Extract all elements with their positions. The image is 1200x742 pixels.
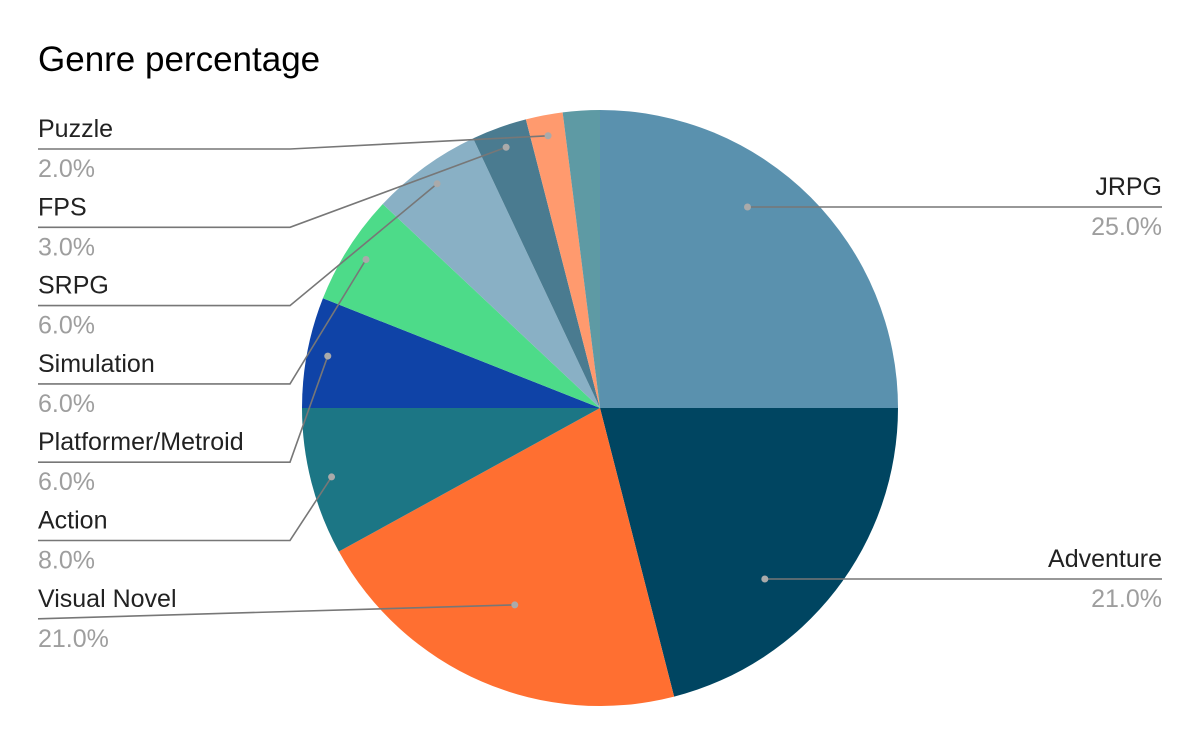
leader-dot-fps — [502, 143, 510, 151]
slice-label-simulation: Simulation — [38, 350, 155, 378]
leader-line-visual-novel — [37, 604, 515, 620]
slice-value-jrpg: 25.0% — [1091, 213, 1162, 241]
pie-slice-platformer-metroid — [302, 298, 600, 408]
leader-line-puzzle — [38, 134, 549, 150]
leader-line-srpg — [38, 183, 438, 307]
pie-slice-visual-novel — [338, 408, 675, 707]
leader-line-platformer-metroid — [38, 355, 329, 464]
slice-value-platformer-metroid: 6.0% — [38, 468, 95, 496]
leader-dot-adventure — [761, 575, 769, 583]
slice-value-fps: 3.0% — [38, 233, 95, 261]
leader-dot-jrpg — [744, 203, 752, 211]
leader-line-action — [38, 476, 333, 542]
leader-dot-platformer-metroid — [324, 352, 332, 360]
pie-slice-jrpg — [600, 110, 898, 408]
slice-label-visual-novel: Visual Novel — [38, 585, 177, 613]
chart-title: Genre percentage — [38, 40, 321, 79]
pie-slice-simulation — [322, 204, 600, 408]
slice-value-action: 8.0% — [38, 547, 95, 575]
leader-dot-visual-novel — [511, 601, 519, 609]
leader-dot-action — [328, 473, 336, 481]
leader-line-fps — [38, 146, 507, 229]
leader-dot-srpg — [433, 180, 441, 188]
slice-label-puzzle: Puzzle — [38, 115, 113, 143]
leader-line-simulation — [38, 259, 367, 385]
slice-label-action: Action — [38, 507, 107, 535]
slice-label-jrpg: JRPG — [1095, 173, 1162, 201]
pie-slice-fps — [473, 119, 600, 409]
slice-label-fps: FPS — [38, 193, 87, 221]
slice-value-srpg: 6.0% — [38, 312, 95, 340]
slice-label-srpg: SRPG — [38, 272, 109, 300]
slice-value-simulation: 6.0% — [38, 390, 95, 418]
slice-label-adventure: Adventure — [1048, 545, 1162, 573]
slice-value-visual-novel: 21.0% — [38, 625, 109, 653]
pie-slice-unlabeled — [562, 110, 600, 408]
pie-slice-action — [302, 408, 600, 552]
pie-slice-adventure — [600, 408, 898, 697]
leader-dot-puzzle — [544, 132, 552, 140]
slice-label-platformer-metroid: Platformer/Metroid — [38, 428, 244, 456]
pie-slice-srpg — [382, 138, 600, 409]
slice-value-puzzle: 2.0% — [38, 155, 95, 183]
pie-slice-puzzle — [525, 112, 600, 408]
leader-dot-simulation — [362, 256, 370, 264]
slice-value-adventure: 21.0% — [1091, 585, 1162, 613]
